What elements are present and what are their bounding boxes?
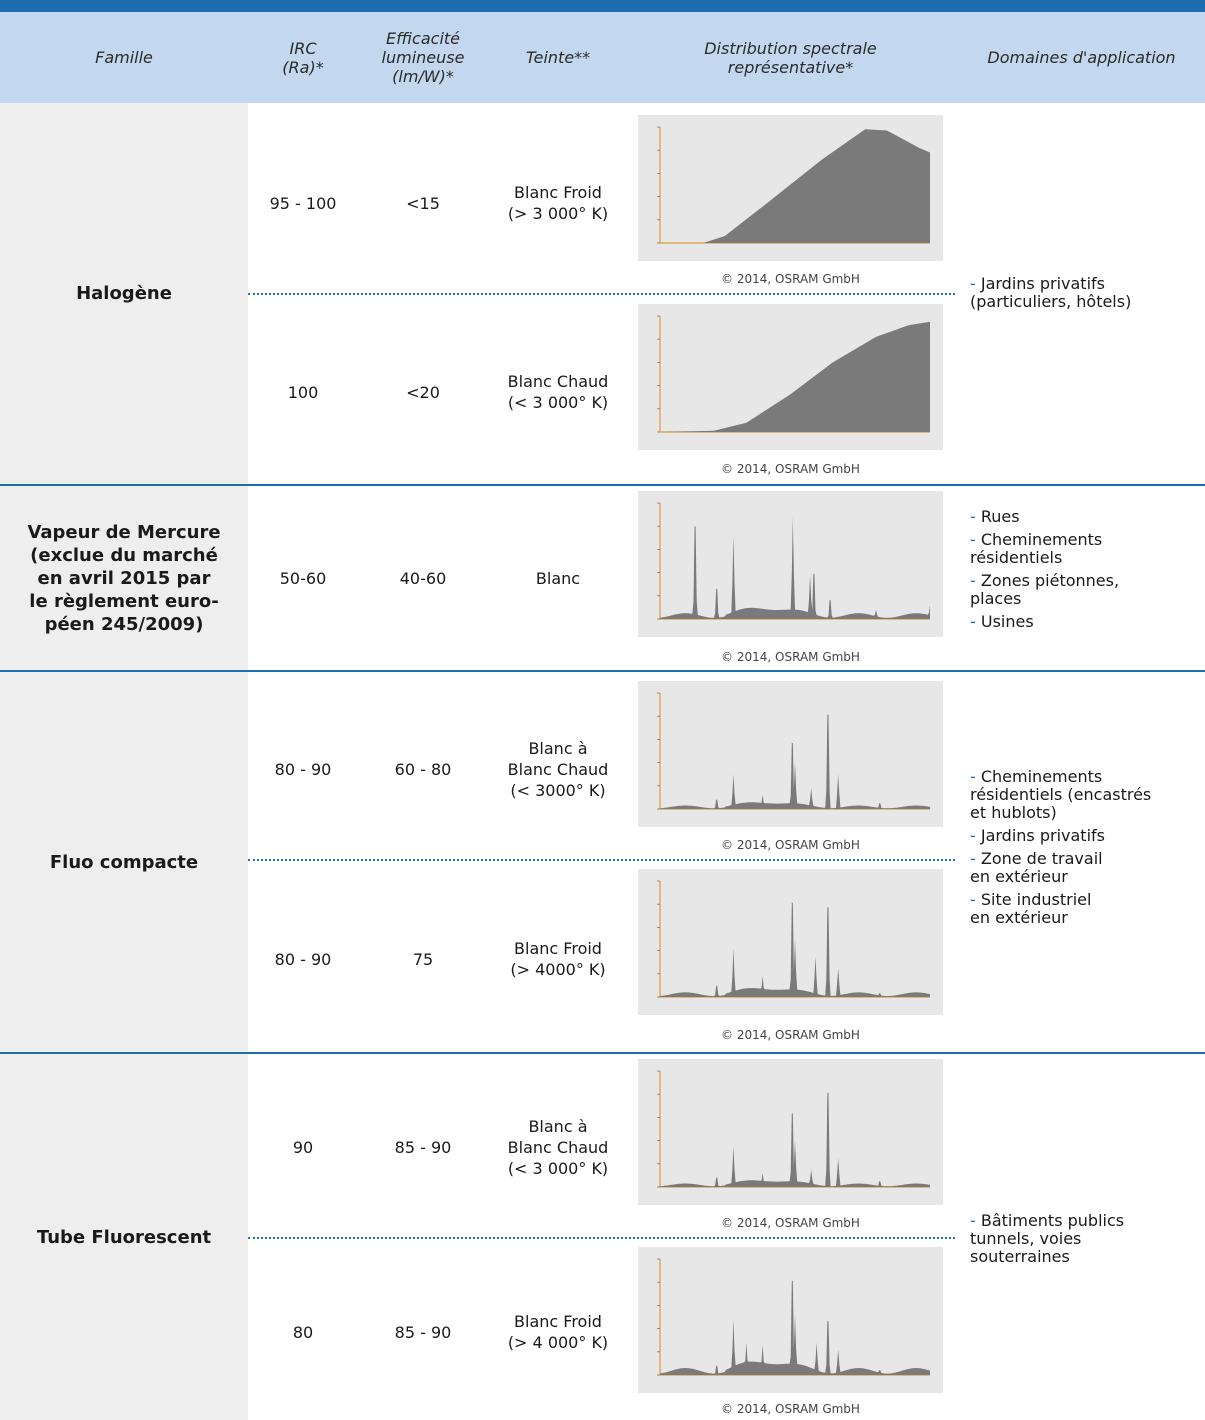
domain-item: - Jardins privatifs (particuliers, hôtel… — [970, 274, 1132, 311]
spectrum-image — [638, 491, 943, 637]
domain-item: - Zones piétonnes, places — [970, 571, 1120, 608]
spectrum-image — [638, 115, 943, 261]
teinte-value: Blanc Chaud (< 3 000° K) — [507, 372, 609, 412]
irc-value: 90 — [292, 1137, 314, 1157]
irc-value: 80 - 90 — [274, 759, 332, 779]
teinte-value: Blanc Froid (> 3 000° K) — [507, 183, 609, 223]
domain-item: - Jardins privatifs — [970, 826, 1105, 845]
irc-value: 95 - 100 — [269, 193, 337, 213]
family-vapeur-mercure: Vapeur de Mercure (exclue du marché en a… — [27, 521, 221, 635]
domains-mercure: - Rues - Cheminements résidentiels - Zon… — [970, 508, 1200, 636]
domain-item: - Usines — [970, 612, 1034, 631]
spectrum-area — [660, 516, 930, 619]
family-halogene: Halogène — [76, 283, 172, 304]
teinte-value: Blanc — [535, 568, 581, 588]
spectrum-image — [638, 681, 943, 827]
subrow-divider — [248, 859, 955, 861]
domain-item: - Zone de travail en extérieur — [970, 849, 1103, 886]
family-column — [0, 103, 248, 1420]
efficacite-value: 40-60 — [399, 568, 447, 588]
spectrum-area — [660, 902, 930, 997]
teinte-value: Blanc à Blanc Chaud (< 3 000° K) — [507, 1116, 609, 1178]
image-credit: © 2014, OSRAM GmbH — [721, 838, 860, 852]
table-header: Famille IRC (Ra)* Efficacité lumineuse (… — [0, 12, 1205, 103]
family-fluo-compacte: Fluo compacte — [49, 851, 199, 873]
irc-value: 80 - 90 — [274, 949, 332, 969]
irc-value: 100 — [287, 382, 319, 402]
image-credit: © 2014, OSRAM GmbH — [721, 650, 860, 664]
spectrum-area — [660, 714, 930, 809]
domains-fluo: - Cheminements résidentiels (encastrés e… — [970, 768, 1200, 932]
subrow-divider — [248, 1237, 955, 1239]
efficacite-value: <15 — [406, 193, 440, 213]
efficacite-value: 75 — [412, 949, 434, 969]
header-efficacite: Efficacité lumineuse (lm/W)* — [381, 29, 465, 86]
spectrum-image — [638, 1247, 943, 1393]
irc-value: 50-60 — [279, 568, 327, 588]
image-credit: © 2014, OSRAM GmbH — [721, 462, 860, 476]
header-famille: Famille — [95, 48, 153, 67]
domains-halogene: - Jardins privatifs (particuliers, hôtel… — [970, 275, 1200, 316]
teinte-value: Blanc Froid (> 4000° K) — [510, 939, 606, 979]
spectrum-area — [660, 129, 930, 243]
image-credit: © 2014, OSRAM GmbH — [721, 1028, 860, 1042]
domain-item: - Rues — [970, 507, 1020, 526]
efficacite-value: 60 - 80 — [394, 759, 452, 779]
image-credit: © 2014, OSRAM GmbH — [721, 1216, 860, 1230]
header-distribution: Distribution spectrale représentative* — [704, 38, 877, 77]
teinte-value: Blanc Froid (> 4 000° K) — [507, 1312, 609, 1352]
header-domaines: Domaines d'application — [987, 48, 1176, 67]
domain-item: - Bâtiments publics tunnels, voies soute… — [970, 1211, 1125, 1266]
spectrum-area — [660, 321, 930, 432]
spectrum-image — [638, 1059, 943, 1205]
domain-item: - Site industriel en extérieur — [970, 890, 1092, 927]
row-separator — [0, 670, 1205, 672]
row-separator — [0, 484, 1205, 486]
image-credit: © 2014, OSRAM GmbH — [721, 1402, 860, 1416]
family-tube-fluorescent: Tube Fluorescent — [36, 1226, 212, 1248]
chart-axis — [659, 503, 930, 620]
row-separator — [0, 1052, 1205, 1054]
teinte-value: Blanc à Blanc Chaud (< 3000° K) — [507, 738, 609, 800]
efficacite-value: 85 - 90 — [394, 1322, 452, 1342]
efficacite-value: <20 — [406, 382, 440, 402]
top-accent-bar — [0, 0, 1205, 12]
efficacite-value: 85 - 90 — [394, 1137, 452, 1157]
domain-item: - Cheminements résidentiels — [970, 530, 1103, 567]
spectrum-area — [660, 1280, 930, 1375]
subrow-divider — [248, 293, 955, 295]
domain-item: - Cheminements résidentiels (encastrés e… — [970, 767, 1152, 822]
irc-value: 80 — [292, 1322, 314, 1342]
spectrum-image — [638, 304, 943, 450]
spectrum-area — [660, 1092, 930, 1187]
spectrum-image — [638, 869, 943, 1015]
image-credit: © 2014, OSRAM GmbH — [721, 272, 860, 286]
domains-tube: - Bâtiments publics tunnels, voies soute… — [970, 1212, 1200, 1271]
header-teinte: Teinte** — [525, 48, 591, 67]
header-irc: IRC (Ra)* — [282, 38, 324, 77]
